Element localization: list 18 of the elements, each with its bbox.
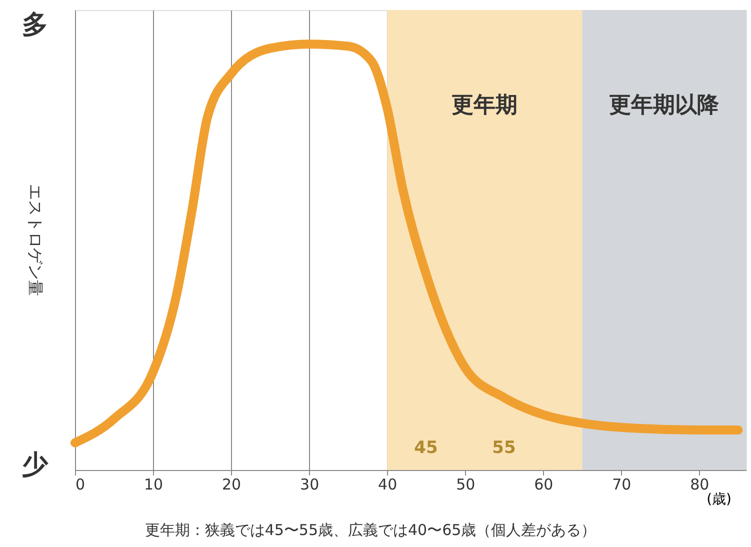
x-tick-label: 40: [378, 476, 398, 494]
text: 多: [22, 10, 48, 40]
x-axis-title: (歳): [706, 492, 732, 508]
text: 更年期：狭義では45〜55歳、広義では40〜65歳（個人差がある）: [144, 521, 596, 539]
x-tick-label: 50: [456, 476, 476, 494]
annotation: 55: [492, 438, 516, 458]
band-label: 更年期: [452, 93, 518, 118]
x-tick-label: 80: [690, 476, 710, 494]
y-axis-title: エストロゲン量: [26, 184, 45, 296]
x-tick-label: 30: [300, 476, 320, 494]
band-label: 更年期以降: [609, 93, 720, 118]
x-tick-label: 0: [76, 476, 86, 494]
x-tick-label: 70: [612, 476, 632, 494]
text: 少: [22, 450, 49, 480]
x-tick-label: 10: [144, 476, 164, 494]
x-tick-label: 60: [534, 476, 554, 494]
x-tick-label: 20: [222, 476, 242, 494]
annotation: 45: [414, 438, 438, 458]
